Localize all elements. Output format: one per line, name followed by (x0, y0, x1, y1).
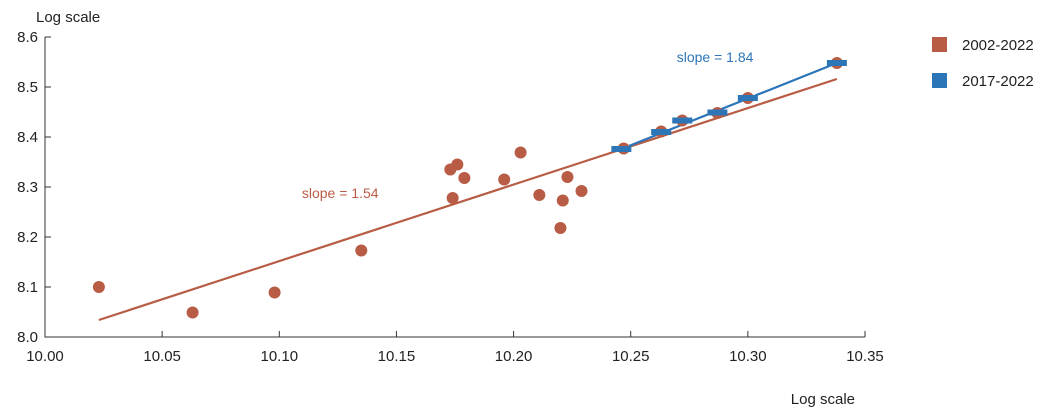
data-point-series-1 (514, 146, 527, 159)
axes: 8.0 8.1 8.2 8.3 8.4 8.5 8.6 10.00 10.05 10.10 10.1… (17, 29, 884, 365)
data-point-series-1 (446, 192, 459, 204)
x-tick-label: 10.20 (495, 348, 533, 365)
markers (92, 57, 847, 319)
x-tick-label: 10.30 (729, 348, 767, 365)
data-point-series-1 (554, 222, 567, 234)
y-tick-label: 8.4 (17, 129, 38, 146)
y-tick-label: 8.6 (17, 29, 38, 46)
data-point-series-2 (611, 146, 632, 152)
data-point-series-1 (561, 171, 574, 183)
annotations: slope = 1.54 slope = 1.84 (302, 49, 754, 201)
legend: 2002-2022 2017-2022 (932, 37, 1034, 90)
y-tick-label: 8.0 (17, 329, 38, 346)
data-point-series-1 (575, 185, 588, 197)
y-tick-label: 8.2 (17, 229, 38, 246)
slope-annotation-series-2: slope = 1.84 (677, 49, 754, 65)
data-point-series-2 (826, 60, 847, 66)
data-point-series-1 (458, 172, 471, 184)
data-point-series-1 (533, 189, 546, 201)
data-point-series-2 (707, 109, 728, 116)
fit-line-series-2 (620, 61, 838, 151)
axis-frame (44, 37, 865, 338)
data-point-series-1 (355, 244, 368, 257)
fit-line-series-1 (98, 77, 838, 322)
data-point-series-2 (672, 117, 693, 124)
x-tick-label: 10.35 (846, 348, 884, 365)
fit-lines (98, 61, 838, 322)
y-axis-title: Log scale (36, 9, 100, 26)
data-point-series-1 (498, 173, 511, 186)
x-tick-label: 10.15 (378, 348, 416, 365)
x-tick-label: 10.25 (612, 348, 650, 365)
slope-annotation-series-1: slope = 1.54 (302, 185, 379, 201)
x-tick-label: 10.05 (143, 348, 181, 365)
x-axis-title: Log scale (791, 391, 855, 408)
data-point-series-1 (92, 281, 105, 293)
y-tick-label: 8.3 (17, 179, 38, 196)
data-point-series-2 (737, 95, 758, 101)
data-point-series-1 (556, 194, 569, 207)
legend-label-series-2: 2017-2022 (962, 73, 1034, 90)
data-point-series-1 (451, 158, 464, 171)
data-point-series-2 (651, 129, 672, 135)
x-tick-label: 10.00 (26, 348, 64, 365)
legend-swatch-series-2 (932, 73, 947, 88)
data-point-series-1 (268, 286, 281, 299)
y-tick-label: 8.5 (17, 79, 38, 96)
data-point-series-1 (186, 306, 199, 319)
legend-label-series-1: 2002-2022 (962, 37, 1034, 54)
legend-swatch-series-1 (932, 37, 947, 52)
y-tick-label: 8.1 (17, 279, 38, 296)
x-tick-label: 10.10 (261, 348, 299, 365)
